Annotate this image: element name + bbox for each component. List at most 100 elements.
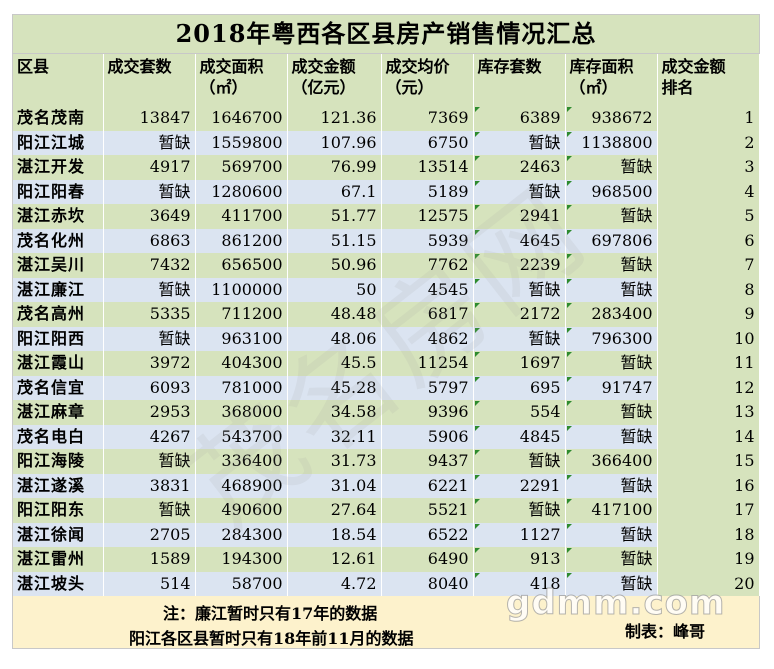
table-cell: 6817	[381, 302, 474, 327]
table-cell: 2463	[473, 155, 566, 180]
table-cell: 9437	[381, 449, 474, 474]
table-cell: 554	[473, 400, 566, 425]
table-cell: 27.64	[287, 498, 382, 523]
table-cell: 51.15	[287, 228, 382, 253]
table-cell: 34.58	[287, 400, 382, 425]
table-cell: 暂缺	[473, 326, 566, 351]
table-cell: 暂缺	[565, 277, 658, 302]
header-row: 区县 成交套数 成交面积 （㎡） 成交金额 （亿元） 成交均价 （元） 库存套数 库存面积 （㎡）成…	[13, 54, 760, 106]
district-name-cell: 阳江阳西	[13, 326, 104, 351]
table-cell: 5189	[381, 179, 474, 204]
table-row: 茂名茂南 13847 1646700 121.36 7369 6389 938672 1	[13, 106, 760, 131]
rank-cell: 7	[657, 253, 760, 278]
column-header: 成交金额 排名	[657, 54, 760, 106]
district-name-cell: 茂名电白	[13, 424, 104, 449]
district-name-cell: 湛江霞山	[13, 351, 104, 376]
table-row: 茂名电白 4267 543700 32.11 5906 4845 暂缺 14	[13, 424, 760, 449]
table-cell: 968500	[565, 179, 658, 204]
district-name-cell: 湛江徐闻	[13, 522, 104, 547]
column-header: 成交均价 （元）	[381, 54, 474, 106]
table-cell: 1646700	[195, 106, 288, 131]
table-cell: 695	[473, 375, 566, 400]
table-cell: 50	[287, 277, 382, 302]
table-cell: 404300	[195, 351, 288, 376]
table-cell: 796300	[565, 326, 658, 351]
table-cell: 121.36	[287, 106, 382, 131]
table-cell: 1559800	[195, 130, 288, 155]
table-cell: 18.54	[287, 522, 382, 547]
table-row: 湛江坡头 514 58700 4.72 8040 418 暂缺 20	[13, 571, 760, 596]
table-cell: 6490	[381, 547, 474, 572]
district-name-cell: 阳江江城	[13, 130, 104, 155]
table-row: 湛江霞山 3972 404300 45.5 11254 1697 暂缺 11	[13, 351, 760, 376]
table-row: 阳江阳东 暂缺 490600 27.64 5521 暂缺 417100 17	[13, 498, 760, 523]
table-cell: 6522	[381, 522, 474, 547]
table-cell: 6093	[103, 375, 196, 400]
table-cell: 58700	[195, 571, 288, 596]
table-row: 湛江徐闻 2705 284300 18.54 6522 1127 暂缺 18	[13, 522, 760, 547]
rank-cell: 6	[657, 228, 760, 253]
table-cell: 暂缺	[565, 155, 658, 180]
rank-cell: 11	[657, 351, 760, 376]
table-cell: 6389	[473, 106, 566, 131]
rank-cell: 3	[657, 155, 760, 180]
table-cell: 366400	[565, 449, 658, 474]
notes-area: 注：廉江暂时只有17年的数据 阳江各区县暂时只有18年前11月的数据 制表：峰哥	[13, 596, 759, 648]
table-cell: 861200	[195, 228, 288, 253]
table-row: 茂名高州 5335 711200 48.48 6817 2172 283400 9	[13, 302, 760, 327]
table-cell: 暂缺	[565, 253, 658, 278]
table-cell: 6863	[103, 228, 196, 253]
table-cell: 12575	[381, 204, 474, 229]
rank-cell: 20	[657, 571, 760, 596]
column-header-line: 库存面积	[569, 57, 634, 76]
district-name-cell: 湛江雷州	[13, 547, 104, 572]
table-row: 茂名信宜 6093 781000 45.28 5797 695 91747 12	[13, 375, 760, 400]
table-cell: 48.48	[287, 302, 382, 327]
column-header: 成交面积 （㎡）	[195, 54, 288, 106]
table-cell: 暂缺	[103, 130, 196, 155]
column-header: 库存套数	[473, 54, 566, 106]
table-cell: 暂缺	[565, 571, 658, 596]
rank-cell: 12	[657, 375, 760, 400]
table-row: 湛江赤坎 3649 411700 51.77 12575 2941 暂缺 5	[13, 204, 760, 229]
table-cell: 暂缺	[103, 498, 196, 523]
table-cell: 暂缺	[103, 179, 196, 204]
table-cell: 91747	[565, 375, 658, 400]
table-cell: 514	[103, 571, 196, 596]
note-yangjiang: 阳江各区县暂时只有18年前11月的数据	[129, 629, 414, 648]
spreadsheet: 2018年粤西各区县房产销售情况汇总 区县 成交套数 成交面积 （㎡） 成交金额 （亿元）…	[12, 14, 760, 649]
table-cell: 4.72	[287, 571, 382, 596]
column-header-line: 成交金额	[291, 57, 356, 76]
author-credit: 制表：峰哥	[625, 622, 706, 641]
district-name-cell: 茂名茂南	[13, 106, 104, 131]
table-cell: 暂缺	[565, 400, 658, 425]
table-cell: 12.61	[287, 547, 382, 572]
table-cell: 暂缺	[565, 351, 658, 376]
column-header: 成交套数	[103, 54, 196, 106]
table-cell: 5335	[103, 302, 196, 327]
table-cell: 107.96	[287, 130, 382, 155]
table-cell: 暂缺	[103, 326, 196, 351]
district-name-cell: 阳江阳东	[13, 498, 104, 523]
table-cell: 336400	[195, 449, 288, 474]
table-cell: 284300	[195, 522, 288, 547]
table-cell: 5521	[381, 498, 474, 523]
table-cell: 50.96	[287, 253, 382, 278]
table-row: 湛江开发 4917 569700 76.99 13514 2463 暂缺 3	[13, 155, 760, 180]
note-lianjiang: 注：廉江暂时只有17年的数据	[163, 604, 378, 623]
table-cell: 1697	[473, 351, 566, 376]
table-cell: 417100	[565, 498, 658, 523]
table-cell: 6221	[381, 473, 474, 498]
table-cell: 5906	[381, 424, 474, 449]
table-cell: 1138800	[565, 130, 658, 155]
column-header: 区县	[13, 54, 104, 106]
table-cell: 13514	[381, 155, 474, 180]
table-cell: 963100	[195, 326, 288, 351]
table-cell: 暂缺	[473, 277, 566, 302]
district-name-cell: 茂名高州	[13, 302, 104, 327]
table-cell: 暂缺	[565, 204, 658, 229]
district-name-cell: 湛江坡头	[13, 571, 104, 596]
table-cell: 暂缺	[473, 498, 566, 523]
table-cell: 1280600	[195, 179, 288, 204]
column-header-unit: （亿元）	[291, 78, 356, 97]
